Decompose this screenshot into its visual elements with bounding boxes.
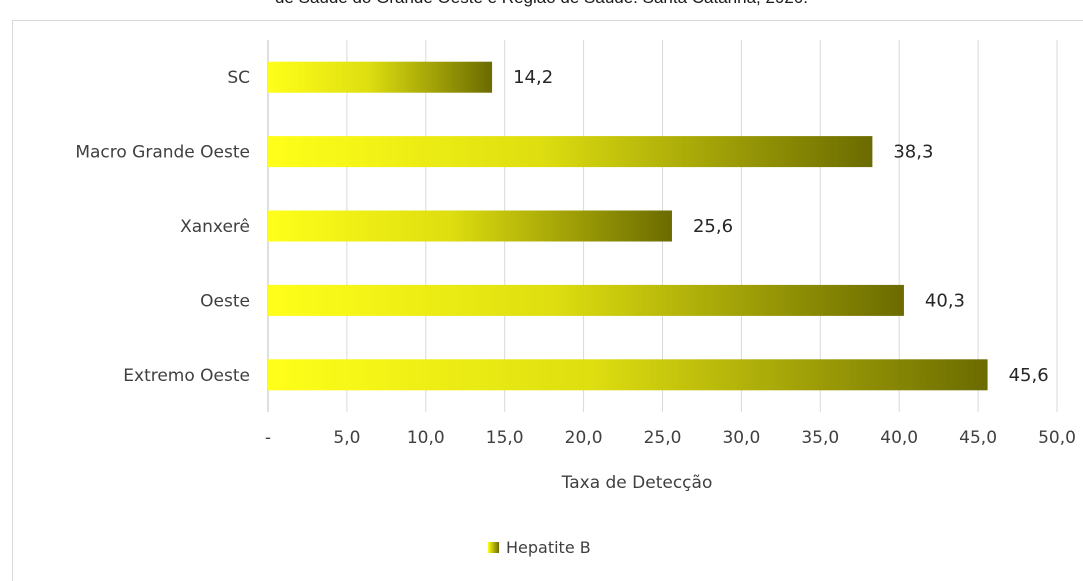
x-tick-label: 50,0 <box>1038 428 1076 448</box>
category-label: Macro Grande Oeste <box>75 143 250 163</box>
data-label: 25,6 <box>693 216 733 237</box>
category-label: Xanxerê <box>180 217 250 237</box>
category-label: Oeste <box>200 291 250 311</box>
x-tick-label: 35,0 <box>801 428 839 448</box>
x-axis-title: Taxa de Detecção <box>561 473 713 493</box>
labels: - 5,0 10,0 15,0 20,0 25,0 30,0 35,0 40,0 45,0 50,0… <box>75 67 1076 448</box>
x-tick-label: - <box>265 428 271 448</box>
category-label: Extremo Oeste <box>123 366 250 386</box>
bar[interactable] <box>268 61 493 93</box>
data-label: 38,3 <box>893 142 933 163</box>
bar[interactable] <box>268 359 988 391</box>
x-tick-label: 40,0 <box>880 428 918 448</box>
x-tick-label: 25,0 <box>644 428 682 448</box>
data-label: 45,6 <box>1009 365 1049 386</box>
x-tick-label: 30,0 <box>722 428 760 448</box>
legend-swatch <box>488 542 499 553</box>
bar[interactable] <box>268 210 672 242</box>
bar[interactable] <box>268 136 873 168</box>
data-label: 14,2 <box>513 67 553 88</box>
bars <box>268 61 988 391</box>
x-tick-label: 10,0 <box>407 428 445 448</box>
x-tick-label: 45,0 <box>959 428 997 448</box>
x-tick-label: 5,0 <box>333 428 360 448</box>
data-label: 40,3 <box>925 290 965 311</box>
legend[interactable]: Hepatite B <box>488 538 591 557</box>
category-label: SC <box>227 68 250 88</box>
figure-caption: de Saúde do Grande Oeste e Região de Saú… <box>0 0 1083 8</box>
x-tick-label: 20,0 <box>565 428 603 448</box>
legend-label: Hepatite B <box>506 538 591 557</box>
bar[interactable] <box>268 284 904 316</box>
chart-frame <box>12 20 1083 581</box>
x-tick-label: 15,0 <box>486 428 524 448</box>
